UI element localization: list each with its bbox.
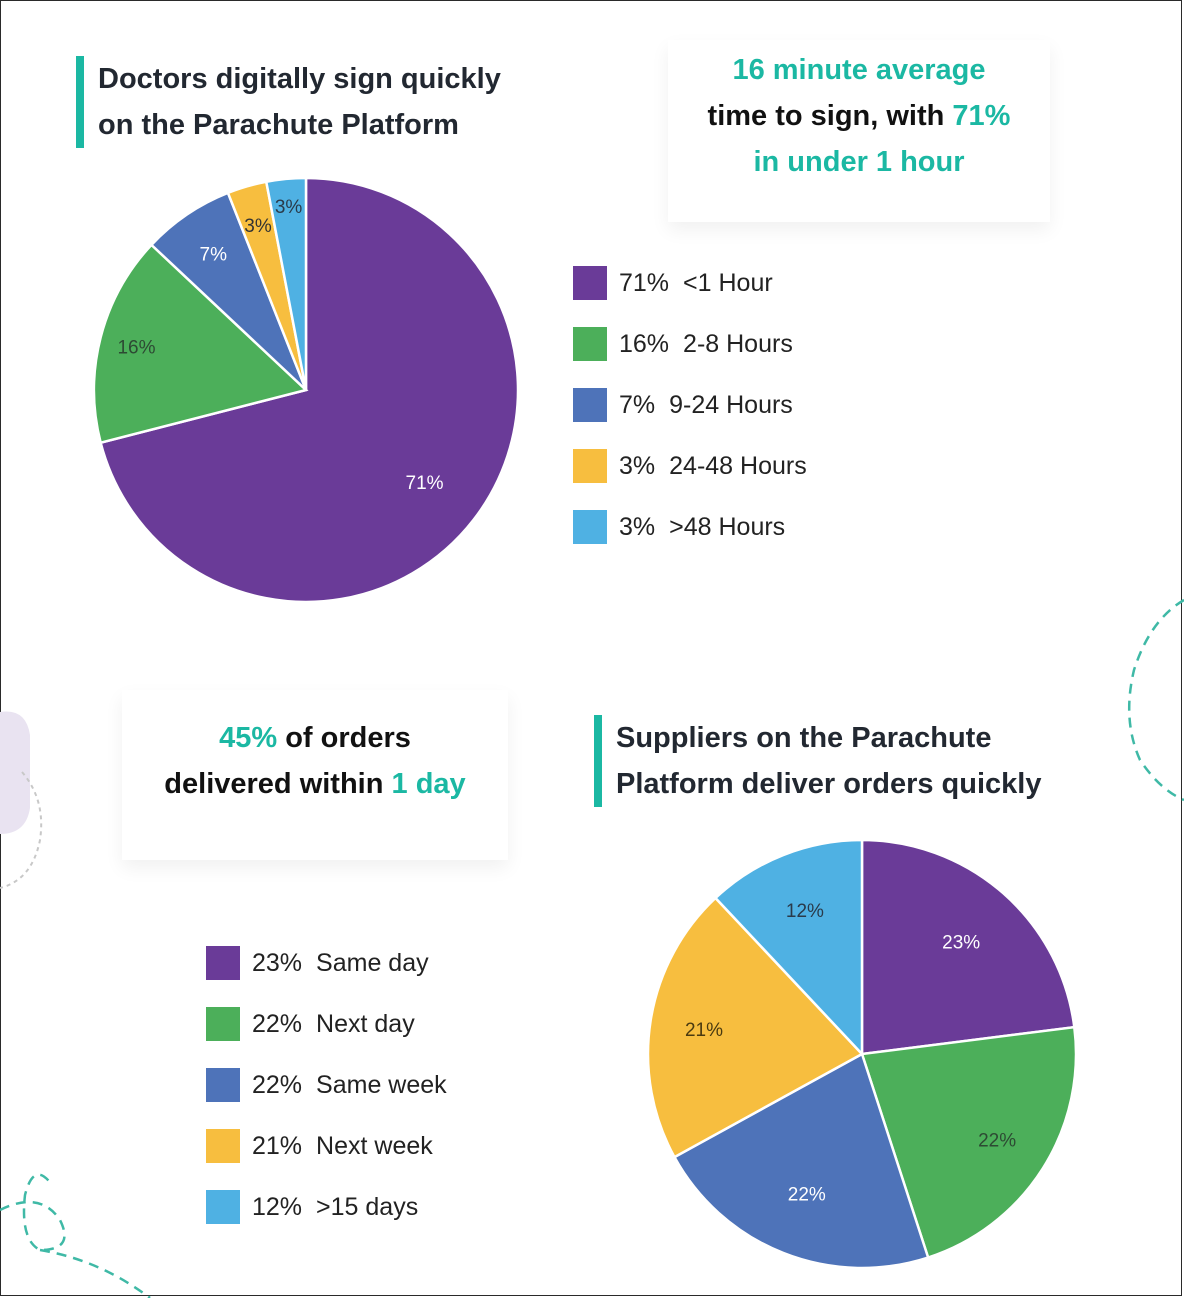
legend-percent: 21% (252, 1132, 303, 1160)
legend-item-next-day: 22% Next day (206, 1007, 447, 1068)
pie-slice-15-days (713, 838, 864, 1058)
slice-label-same-day: 23% (942, 932, 980, 953)
callout-average-line: 16 minute average (732, 54, 986, 86)
legend-item-48-hours: 3% >48 Hours (573, 510, 807, 571)
slice-label-9-24-hours: 7% (200, 245, 228, 266)
decorative-dashed-loop-left (0, 1173, 151, 1298)
legend-label: >15 days (316, 1193, 419, 1221)
legend-item-15-days: 12% >15 days (206, 1190, 447, 1251)
slice-label-15-days: 12% (786, 901, 824, 922)
legend-label: <1 Hour (683, 269, 773, 297)
slice-label-2-8-hours: 16% (117, 337, 155, 358)
legend-percent: 71% (619, 269, 670, 297)
legend-percent: 3% (619, 452, 656, 480)
legend-label: 2-8 Hours (683, 330, 793, 358)
pie-slice-next-week (646, 896, 865, 1159)
callout-time-line: time to sign, with 71% (707, 100, 1011, 132)
legend-percent: 23% (252, 949, 303, 977)
legend-item-9-24-hours: 7% 9-24 Hours (573, 388, 807, 449)
legend-label: 24-48 Hours (669, 452, 807, 480)
legend-swatch (206, 1129, 240, 1163)
section1-heading-line1: Doctors digitally sign quickly (98, 63, 501, 95)
slice-label-1-hour: 71% (406, 473, 444, 494)
legend-swatch (206, 1007, 240, 1041)
legend-item-1-hour: 71% <1 Hour (573, 266, 807, 327)
legend-time-to-sign: 71% <1 Hour 16% 2-8 Hours 7% 9-24 Hours 3% 24-4… (573, 266, 807, 571)
callout-orders-line: 45% of orders (219, 722, 411, 754)
callout-delivered-line: delivered within 1 day (164, 768, 466, 800)
pie-chart-delivery-time: 23% 22% 22% 21% 12% (646, 838, 1078, 1270)
legend-label: Next day (316, 1010, 415, 1038)
section1-callout: 16 minute average time to sign, with 71%… (668, 40, 1050, 222)
legend-swatch (573, 449, 607, 483)
legend-swatch (206, 1068, 240, 1102)
legend-label: 9-24 Hours (669, 391, 793, 419)
decorative-dashed-loop-right (1127, 598, 1184, 802)
legend-label: >48 Hours (669, 513, 786, 541)
legend-swatch (206, 946, 240, 980)
legend-percent: 22% (252, 1010, 303, 1038)
legend-swatch (573, 388, 607, 422)
pie-slice-next-day (860, 1025, 1078, 1260)
pie-slice-same-day (860, 838, 1076, 1056)
legend-swatch (573, 510, 607, 544)
section1-heading-line2: on the Parachute Platform (98, 109, 459, 141)
pie-slice-48-hours (264, 176, 308, 391)
section1-heading: Doctors digitally sign quickly on the Pa… (76, 56, 501, 148)
section2-heading: Suppliers on the Parachute Platform deli… (594, 715, 1041, 807)
legend-swatch (206, 1190, 240, 1224)
section2-callout: 45% of orders delivered within 1 day (122, 690, 508, 860)
decorative-dotted-line (0, 771, 43, 889)
legend-percent: 16% (619, 330, 670, 358)
legend-swatch (573, 266, 607, 300)
legend-item-next-week: 21% Next week (206, 1129, 447, 1190)
legend-item-same-week: 22% Same week (206, 1068, 447, 1129)
legend-label: Same day (316, 949, 429, 977)
slice-label-next-week: 21% (685, 1020, 723, 1041)
legend-swatch (573, 327, 607, 361)
legend-item-24-48-hours: 3% 24-48 Hours (573, 449, 807, 510)
section2-heading-line1: Suppliers on the Parachute (616, 722, 992, 754)
slice-label-next-day: 22% (978, 1131, 1016, 1152)
legend-item-same-day: 23% Same day (206, 946, 447, 1007)
pie-chart-time-to-sign: 71% 16% 7% 3%3% (92, 176, 520, 604)
slice-label-48-hours: 3% (275, 197, 303, 218)
pie-slice-same-week (672, 1052, 930, 1270)
pie-slice-1-hour (99, 176, 520, 604)
legend-delivery-time: 23% Same day 22% Next day 22% Same week 21% Nex… (206, 946, 447, 1251)
pie-slice-2-8-hours (92, 243, 309, 445)
section2-heading-line2: Platform deliver orders quickly (616, 768, 1042, 800)
legend-percent: 7% (619, 391, 656, 419)
legend-label: Same week (316, 1071, 447, 1099)
decorative-blob (0, 711, 30, 834)
legend-percent: 22% (252, 1071, 303, 1099)
slice-label-same-week: 22% (788, 1184, 826, 1205)
callout-under-hour-line: in under 1 hour (753, 146, 965, 178)
legend-percent: 3% (619, 513, 656, 541)
legend-label: Next week (316, 1132, 433, 1160)
legend-item-2-8-hours: 16% 2-8 Hours (573, 327, 807, 388)
legend-percent: 12% (252, 1193, 303, 1221)
slice-label-24-48-hours: 3% (244, 216, 272, 237)
